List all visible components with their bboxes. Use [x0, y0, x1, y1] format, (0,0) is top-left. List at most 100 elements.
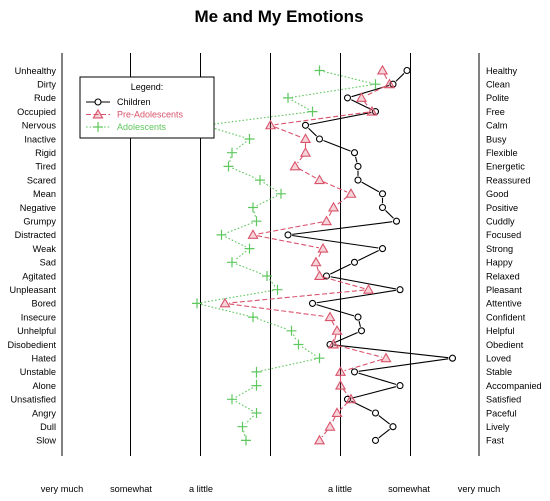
data-point: [92, 108, 104, 119]
data-point: [331, 325, 343, 335]
series-line: [316, 289, 396, 304]
data-point: [355, 92, 368, 102]
data-point: [315, 135, 324, 143]
legend: Legend: Children Pre-Adolescents Adolescen…: [79, 76, 215, 139]
series-line: [253, 211, 256, 218]
left-label: Insecure: [21, 312, 56, 322]
series-line: [395, 73, 405, 82]
series-line: [334, 344, 449, 359]
series-line: [361, 181, 380, 193]
data-point: [241, 435, 251, 446]
series-line: [229, 156, 232, 163]
series-line: [337, 345, 383, 358]
scale-labels: very much somewhat a little a little somewha…: [41, 484, 500, 494]
left-label: Dirty: [37, 80, 56, 90]
data-point: [378, 245, 387, 253]
left-label: Unstable: [20, 367, 56, 377]
data-point: [216, 229, 227, 240]
series-line: [344, 358, 383, 372]
series-line: [308, 127, 317, 137]
series-line: [208, 111, 309, 126]
left-label: Inactive: [24, 134, 56, 144]
scale-label: very much: [41, 484, 83, 494]
right-label: Pleasant: [486, 285, 522, 295]
data-point: [262, 271, 272, 281]
series-line: [316, 266, 319, 273]
data-point: [251, 216, 262, 227]
scale-label: a little: [189, 484, 213, 494]
data-point: [327, 338, 340, 349]
legend-entry: Children: [117, 97, 151, 107]
right-label: Confident: [486, 312, 526, 322]
data-point: [327, 201, 340, 212]
series-children: [284, 66, 457, 444]
series-line: [327, 210, 333, 218]
data-point: [248, 312, 258, 323]
data-point: [308, 299, 317, 307]
series-line: [234, 250, 247, 261]
data-point: [350, 258, 359, 266]
data-point: [324, 311, 336, 322]
data-point: [345, 188, 357, 198]
data-point: [371, 409, 380, 417]
data-point: [313, 270, 326, 281]
right-label: Attentive: [486, 299, 522, 309]
series-line: [292, 221, 393, 235]
right-label: Polite: [486, 93, 509, 103]
data-point: [392, 217, 401, 225]
series-line: [243, 430, 246, 437]
series-line: [331, 416, 336, 424]
series-line: [257, 221, 323, 235]
series-line: [207, 125, 246, 139]
right-label: Cuddly: [486, 217, 515, 227]
data-point: [283, 92, 293, 103]
series-line: [316, 304, 355, 317]
series-line: [225, 236, 246, 248]
right-label: Strong: [486, 244, 513, 254]
data-point: [299, 133, 312, 143]
series-line: [333, 331, 358, 344]
right-label: Calm: [486, 121, 508, 131]
series-line: [274, 126, 302, 138]
data-point: [313, 174, 326, 185]
legend-box: [79, 76, 215, 139]
scale-label: somewhat: [110, 484, 152, 494]
data-point: [244, 243, 255, 254]
left-label: Weak: [33, 244, 57, 254]
series-line: [378, 428, 391, 439]
data-point: [389, 423, 397, 431]
data-point: [354, 176, 362, 184]
left-label: Unhelpful: [17, 326, 56, 336]
data-point: [314, 353, 325, 364]
series-line: [291, 99, 310, 111]
data-point: [324, 420, 336, 431]
series-line: [351, 386, 397, 399]
right-label: Helpful: [486, 326, 515, 336]
left-label: Scared: [27, 175, 56, 185]
data-point: [307, 106, 318, 117]
right-label: Relaxed: [486, 271, 520, 281]
right-label: Reassured: [486, 175, 530, 185]
series-layer: [192, 64, 457, 446]
series-line: [336, 195, 349, 206]
series-line: [200, 303, 250, 317]
left-label: Unpleasant: [10, 285, 57, 295]
series-line: [298, 167, 317, 179]
data-point: [403, 66, 411, 75]
series-line: [317, 252, 322, 259]
left-label: Dull: [40, 422, 56, 432]
series-line: [358, 321, 361, 327]
left-label: Hated: [31, 354, 56, 364]
data-point: [350, 149, 359, 157]
right-labels: Healthy Clean Polite Free Calm Busy Flexible En…: [486, 66, 542, 446]
data-point: [251, 380, 262, 391]
legend-entry: Adolescents: [117, 122, 167, 132]
left-label: Sad: [40, 258, 56, 268]
data-point: [396, 286, 404, 294]
series-line: [378, 415, 391, 425]
series-line: [339, 401, 349, 411]
right-label: Positive: [486, 203, 518, 213]
series-line: [257, 235, 319, 249]
data-point: [255, 175, 265, 186]
series-line: [365, 85, 386, 97]
